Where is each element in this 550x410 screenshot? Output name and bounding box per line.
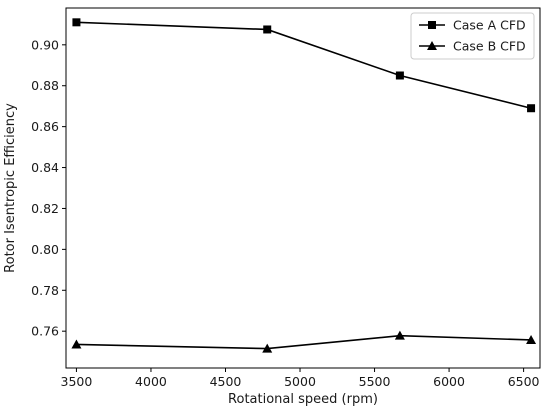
plot-frame	[65, 7, 541, 369]
x-tick-label: 3500	[61, 374, 93, 389]
data-point-marker	[71, 339, 82, 349]
x-tick-label: 4500	[210, 374, 242, 389]
x-axis-ticks: 3500 4000 4500 5000 5500 6000 6500	[61, 368, 540, 389]
legend-item: Case B CFD	[419, 39, 526, 54]
legend: Case A CFD Case B CFD	[410, 12, 535, 60]
y-tick-label: 0.78	[31, 283, 59, 298]
x-tick-label: 5500	[359, 374, 391, 389]
y-tick-label: 0.80	[31, 242, 59, 257]
data-point-marker	[394, 330, 405, 340]
legend-marker	[427, 41, 437, 50]
y-tick-label: 0.76	[31, 324, 59, 339]
series-case-b	[71, 330, 537, 353]
y-tick-label: 0.90	[31, 37, 59, 52]
series-layer	[71, 18, 537, 353]
plot-area	[65, 7, 541, 369]
y-tick-label: 0.84	[31, 160, 59, 175]
legend-item: Case A CFD	[419, 18, 526, 33]
data-point-marker	[526, 334, 537, 344]
x-tick-label: 5000	[284, 374, 316, 389]
x-tick-label: 4000	[135, 374, 167, 389]
y-axis-ticks: 0.76 0.78 0.80 0.82 0.84 0.86 0.88 0.90	[31, 37, 66, 339]
x-axis-label: Rotational speed (rpm)	[228, 392, 378, 407]
legend-label: Case B CFD	[453, 39, 526, 54]
series-line	[76, 21, 532, 110]
data-point-marker	[263, 25, 272, 34]
data-point-marker	[72, 18, 81, 27]
data-point-marker	[262, 343, 273, 353]
x-tick-label: 6500	[508, 374, 540, 389]
series-line	[76, 334, 532, 350]
x-tick-label: 6000	[433, 374, 465, 389]
y-tick-label: 0.88	[31, 78, 59, 93]
y-tick-label: 0.82	[31, 201, 59, 216]
series-case-a	[72, 18, 536, 113]
legend-marker	[428, 21, 436, 29]
data-point-marker	[395, 71, 404, 80]
data-point-marker	[527, 104, 536, 113]
y-tick-label: 0.86	[31, 119, 59, 134]
legend-label: Case A CFD	[453, 18, 526, 33]
y-axis-label: Rotor Isentropic Efficiency	[3, 103, 18, 273]
